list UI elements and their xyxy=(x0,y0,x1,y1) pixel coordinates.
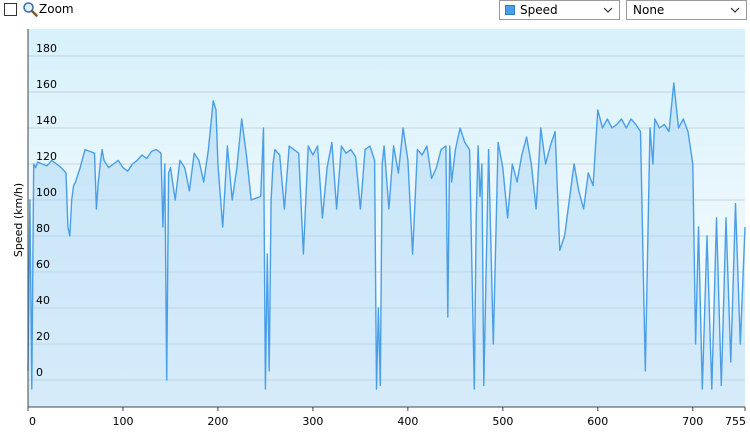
y-tick-label: 0 xyxy=(36,366,43,379)
series-select[interactable]: Speed xyxy=(499,0,620,20)
toolbar: Zoom Speed None xyxy=(0,0,750,22)
y-tick-label: 20 xyxy=(36,330,50,343)
chevron-down-icon xyxy=(730,7,740,13)
x-tick-labels: 0 100 200 300 400 500 600 700 755 xyxy=(27,407,746,428)
series-color-swatch xyxy=(505,5,515,15)
x-tick-label: 300 xyxy=(302,415,323,428)
chevron-down-icon xyxy=(603,7,613,13)
y-tick-label: 180 xyxy=(36,42,57,55)
x-tick-label: 500 xyxy=(492,415,513,428)
y-tick-label: 160 xyxy=(36,78,57,91)
x-tick-label: 600 xyxy=(587,415,608,428)
x-tick-label: 100 xyxy=(112,415,133,428)
y-tick-label: 100 xyxy=(36,186,57,199)
y-tick-label: 40 xyxy=(36,294,50,307)
speed-chart: 0 20 40 60 80 100 120 140 160 180 0 100 200 300 400 50… xyxy=(12,29,746,428)
x-tick-label: 0 xyxy=(29,415,36,428)
y-tick-label: 120 xyxy=(36,150,57,163)
y-tick-label: 140 xyxy=(36,114,57,127)
x-tick-label: 200 xyxy=(207,415,228,428)
y-tick-label: 60 xyxy=(36,258,50,271)
zoom-label: Zoom xyxy=(39,2,74,16)
compare-select-value: None xyxy=(633,3,665,17)
y-tick-labels: 0 20 40 60 80 100 120 140 160 180 xyxy=(36,42,57,379)
series-select-value: Speed xyxy=(520,3,558,17)
speed-series-line xyxy=(27,82,746,390)
magnifier-icon xyxy=(23,2,38,17)
x-tick-label: 700 xyxy=(682,415,703,428)
y-axis-label: Speed (km/h) xyxy=(12,183,25,257)
y-tick-label: 80 xyxy=(36,222,50,235)
x-tick-label: 400 xyxy=(397,415,418,428)
speed-area xyxy=(28,83,745,407)
compare-select[interactable]: None xyxy=(626,0,747,20)
x-tick-label: 755 xyxy=(725,415,746,428)
zoom-checkbox[interactable] xyxy=(4,3,17,16)
